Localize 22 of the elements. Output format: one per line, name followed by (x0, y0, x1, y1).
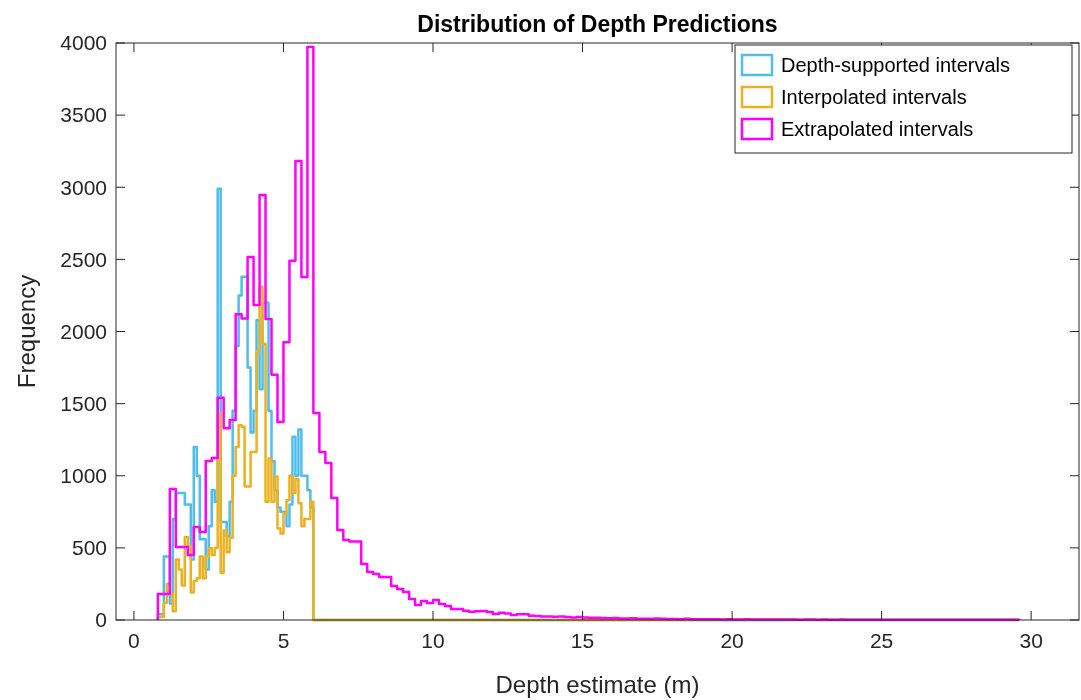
y-tick-label: 2500 (60, 247, 107, 271)
x-tick-label: 30 (1019, 629, 1043, 652)
y-tick-label: 2000 (60, 319, 107, 343)
y-tick-label: 3000 (60, 175, 107, 199)
x-tick-label: 15 (570, 629, 595, 652)
chart-title: Distribution of Depth Predictions (417, 11, 778, 37)
y-tick-label: 1000 (60, 464, 107, 488)
legend-label: Depth-supported intervals (781, 54, 1011, 76)
legend-label: Extrapolated intervals (781, 118, 974, 140)
y-tick-label: 1500 (60, 391, 107, 415)
x-tick-label: 25 (869, 629, 894, 652)
x-tick-label: 0 (128, 629, 140, 652)
y-tick-label: 500 (71, 536, 107, 560)
x-tick-label: 10 (421, 629, 445, 652)
x-tick-label: 20 (720, 629, 744, 652)
y-tick-label: 3500 (60, 103, 107, 127)
y-axis-title: Frequency (13, 274, 40, 389)
y-tick-label: 0 (95, 608, 107, 632)
legend-label: Interpolated intervals (781, 86, 967, 108)
x-tick-label: 5 (277, 629, 290, 652)
x-axis-title: Depth estimate (m) (495, 671, 700, 698)
y-tick-label: 4000 (60, 31, 107, 55)
